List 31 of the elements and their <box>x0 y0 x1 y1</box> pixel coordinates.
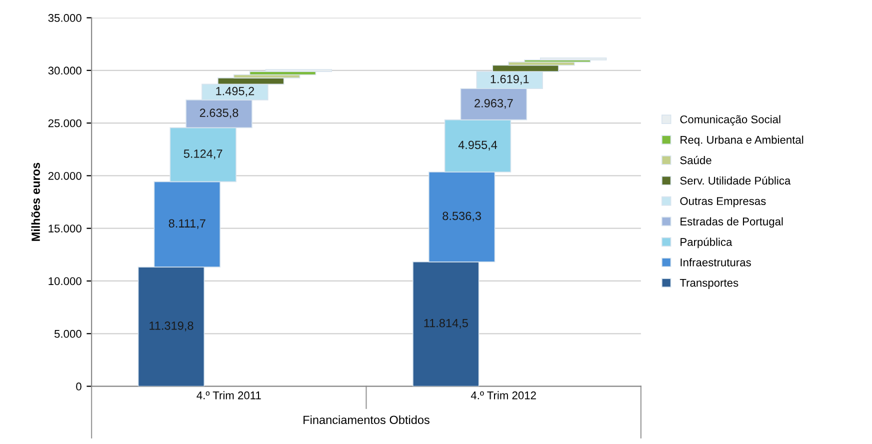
legend-label: Comunicação Social <box>680 115 780 126</box>
y-axis-title: Milhões euros <box>31 162 40 241</box>
y-tick-label: 5.000 <box>54 330 82 338</box>
data-label: 11.814,5 <box>424 318 468 329</box>
data-label: 2.635,8 <box>200 108 238 118</box>
y-tick-label: 10.000 <box>48 277 82 286</box>
legend-label: Transportes <box>680 279 738 289</box>
data-label: 2.963,7 <box>474 99 513 109</box>
x-tick-label: 4.º Trim 2012 <box>470 391 536 400</box>
data-label: 5.124,7 <box>184 150 222 160</box>
legend-label: Req. Urbana e Ambiental <box>680 136 804 146</box>
legend-label: Infraestruturas <box>680 258 751 266</box>
y-tick-label: 15.000 <box>48 224 82 232</box>
data-label: 8.111,7 <box>168 219 206 229</box>
legend-label: Serv. Utilidade Pública <box>680 176 791 185</box>
y-tick-label: 30.000 <box>48 66 82 75</box>
data-label: 1.619,1 <box>490 74 529 85</box>
legend-label: Outras Empresas <box>680 197 766 208</box>
x-axis-title: Financiamentos Obtidos <box>304 415 430 424</box>
data-label: 8.536,3 <box>442 212 482 222</box>
y-tick-label: 25.000 <box>48 119 82 128</box>
data-label: 11.319,8 <box>150 321 194 332</box>
x-tick-label: 4.º Trim 2011 <box>196 391 261 400</box>
legend-label: Estradas de Portugal <box>680 217 783 228</box>
data-label: 4.955,4 <box>458 140 498 150</box>
y-tick-label: 0 <box>76 382 82 390</box>
y-tick-label: 20.000 <box>48 172 82 180</box>
legend-label: Parpública <box>680 238 732 248</box>
legend-label: Saúde <box>680 156 712 164</box>
y-tick-label: 35.000 <box>48 14 82 22</box>
data-label: 1.495,2 <box>216 86 254 97</box>
